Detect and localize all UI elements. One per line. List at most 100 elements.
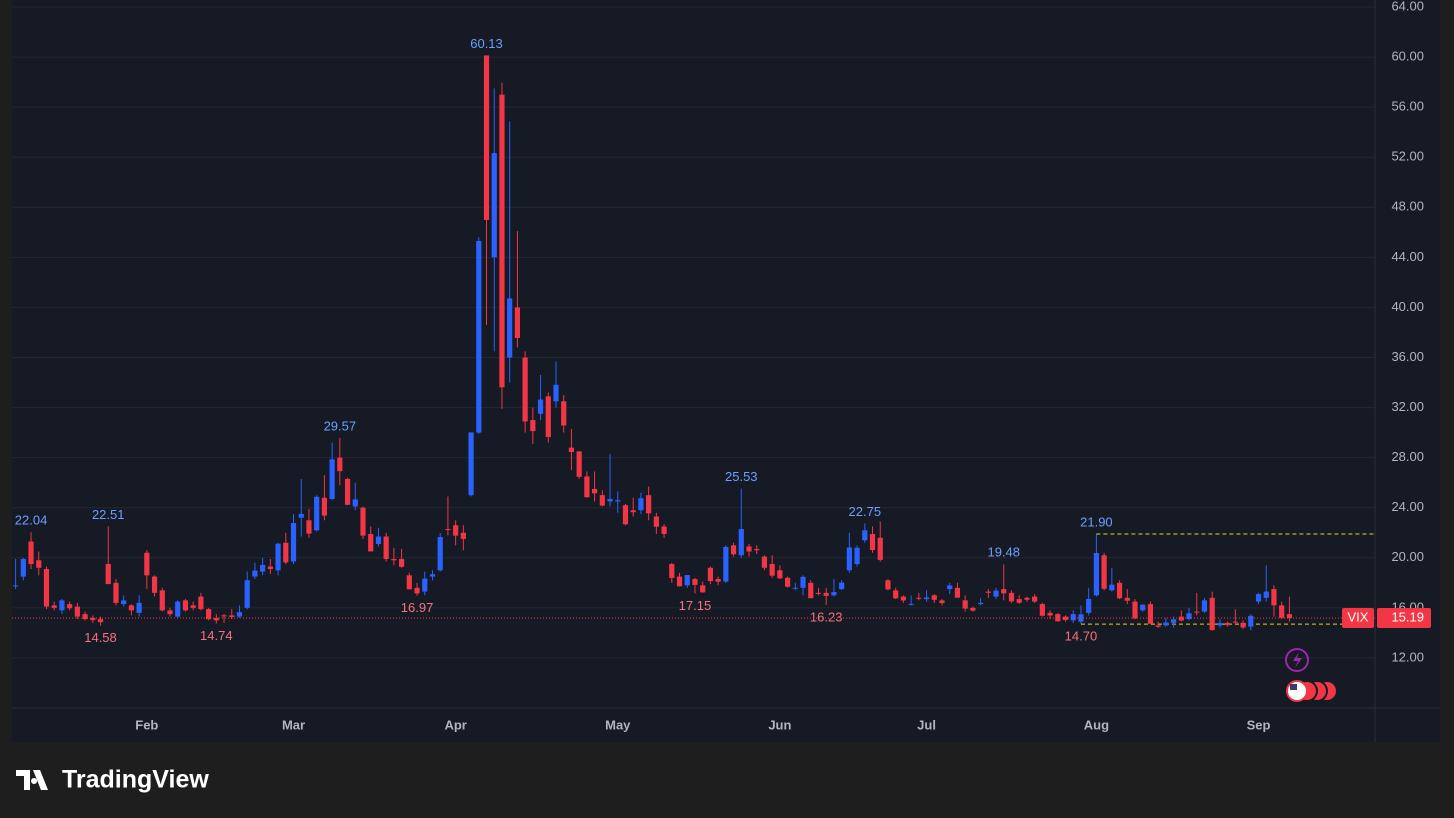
x-tick-label: Jun <box>768 717 791 732</box>
candle-body <box>82 614 88 620</box>
candle-body <box>175 601 181 617</box>
candle-body <box>900 596 906 601</box>
candle-body <box>144 552 150 576</box>
candle-body <box>1240 622 1246 628</box>
candle-body <box>846 547 852 571</box>
candle-body <box>1209 597 1215 631</box>
candle-body <box>244 580 250 608</box>
candle-body <box>839 582 845 590</box>
candle-body <box>1279 605 1285 618</box>
candle-body <box>561 401 567 426</box>
candle-body <box>337 457 343 472</box>
candle-body <box>198 596 204 610</box>
candle-body <box>321 497 327 516</box>
candle-body <box>615 500 621 502</box>
candle-body <box>738 529 744 556</box>
candle-body <box>978 602 984 605</box>
candle-body <box>1109 584 1115 591</box>
candle-body <box>167 610 173 615</box>
candle-body <box>499 94 505 388</box>
last-price-label: 15.19 <box>1391 609 1424 624</box>
x-tick-label: May <box>605 717 631 732</box>
candle-body <box>692 579 698 585</box>
candle-body <box>306 520 312 534</box>
y-tick-label: 20.00 <box>1391 549 1424 564</box>
y-tick-label: 28.00 <box>1391 449 1424 464</box>
candle-body <box>206 609 212 620</box>
candle-body <box>1093 553 1099 596</box>
candle-body <box>661 526 667 535</box>
candle-body <box>97 619 104 623</box>
candle-body <box>1255 594 1262 602</box>
candle-body <box>121 600 127 605</box>
candle-body <box>808 582 814 599</box>
y-tick-label: 32.00 <box>1391 399 1424 414</box>
candle-body <box>460 532 466 539</box>
event-icon[interactable] <box>1285 648 1309 672</box>
candle-body <box>90 617 96 621</box>
y-tick-label: 36.00 <box>1391 349 1424 364</box>
candle-body <box>1140 604 1146 611</box>
candle-body <box>1163 622 1169 626</box>
candle-body <box>622 505 629 525</box>
lightning-icon <box>1293 652 1302 668</box>
candle-body <box>769 564 775 576</box>
brand-name: TradingView <box>62 766 209 794</box>
x-tick-label: Sep <box>1247 717 1271 732</box>
candle-body <box>275 543 281 571</box>
y-tick-label: 60.00 <box>1391 49 1424 64</box>
candle-body <box>1124 597 1130 601</box>
event-icons <box>1285 648 1338 702</box>
candle-body <box>723 546 729 582</box>
high-label: 25.53 <box>725 469 758 484</box>
candle-body <box>537 399 544 414</box>
low-label: 14.70 <box>1065 629 1098 644</box>
candle-body <box>530 420 536 432</box>
candle-body <box>553 384 559 402</box>
candle-body <box>545 396 551 437</box>
flag-canton <box>1290 684 1297 690</box>
candle-body <box>993 590 999 597</box>
candle-body <box>785 577 791 587</box>
candle-body <box>1132 601 1138 619</box>
grid: 12.0016.0020.0024.0028.0032.0036.0040.00… <box>12 0 1424 664</box>
candle-body <box>908 603 914 605</box>
candle-body <box>985 591 991 593</box>
candle-body <box>1101 555 1107 589</box>
candle-body <box>761 556 768 568</box>
candle-body <box>67 604 73 609</box>
candle-body <box>877 537 883 560</box>
candle-body <box>453 525 459 536</box>
y-tick-label: 24.00 <box>1391 499 1424 514</box>
high-label: 60.13 <box>470 36 503 51</box>
candle-body <box>375 536 382 545</box>
candles <box>13 55 1375 631</box>
y-tick-label: 44.00 <box>1391 249 1424 264</box>
candle-body <box>1178 616 1184 621</box>
labels: 22.04 14.58 22.51 Feb 14.74 Mar 29.57 16.97 Apr 6… <box>12 36 1431 732</box>
candle-body <box>707 567 713 582</box>
candle-body <box>36 560 42 568</box>
high-label: 21.90 <box>1080 514 1113 529</box>
candle-body <box>391 559 397 561</box>
high-label: 22.75 <box>849 504 882 519</box>
symbol-name: VIX <box>1348 609 1369 624</box>
candle-body <box>1271 589 1277 606</box>
candle-body <box>1225 622 1231 626</box>
low-label: 16.23 <box>810 609 843 624</box>
candle-body <box>638 498 644 511</box>
candle-body <box>314 496 320 531</box>
candle-body <box>885 580 891 590</box>
y-tick-label: 40.00 <box>1391 299 1424 314</box>
low-label: 14.74 <box>200 628 233 643</box>
low-label: 14.58 <box>84 630 117 645</box>
candle-body <box>182 600 189 611</box>
candle-body <box>128 605 134 611</box>
candle-body <box>437 537 443 571</box>
candle-body <box>1201 600 1208 612</box>
candle-body <box>676 576 683 587</box>
candle-body <box>1070 614 1076 621</box>
candle-body <box>1171 619 1177 623</box>
high-label: 22.04 <box>15 513 48 528</box>
